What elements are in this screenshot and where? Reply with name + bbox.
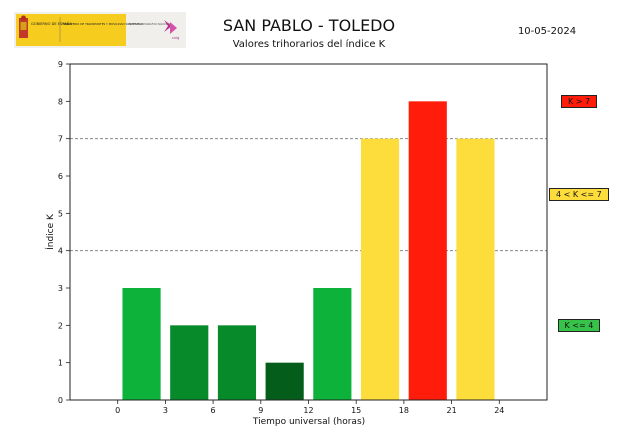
y-tick-label: 5 bbox=[58, 209, 63, 218]
chart-title: SAN PABLO - TOLEDO bbox=[223, 16, 395, 35]
x-axis-label: Tiempo universal (horas) bbox=[252, 417, 365, 427]
x-tick-label: 18 bbox=[399, 406, 409, 415]
chart-subtitle: Valores trihorarios del índice K bbox=[233, 38, 386, 50]
y-tick-label: 1 bbox=[58, 359, 63, 368]
x-tick-label: 3 bbox=[163, 406, 168, 415]
bar bbox=[122, 288, 161, 400]
y-axis-label: Índice K bbox=[44, 213, 56, 250]
cnig-logo-icon bbox=[164, 20, 177, 34]
bar bbox=[360, 138, 400, 400]
y-tick-label: 0 bbox=[58, 396, 63, 405]
bar bbox=[408, 101, 447, 400]
y-tick-label: 9 bbox=[58, 60, 63, 69]
x-tick-label: 9 bbox=[258, 406, 263, 415]
x-tick-label: 15 bbox=[351, 406, 361, 415]
bar bbox=[170, 325, 209, 400]
y-tick-label: 7 bbox=[58, 135, 63, 144]
bar bbox=[456, 138, 495, 400]
x-tick-label: 21 bbox=[447, 406, 457, 415]
bar bbox=[265, 362, 304, 400]
logo-text-ministerio: MINISTERIO DE TRANSPORTES Y MOVILIDAD SO… bbox=[63, 22, 143, 26]
header-logos: GOBIERNO DE ESPAÑA MINISTERIO DE TRANSPO… bbox=[14, 12, 186, 48]
legend-item: K <= 4 bbox=[557, 318, 601, 332]
logo-text-cnig: cnig bbox=[172, 36, 179, 40]
coat-of-arms-icon bbox=[19, 15, 28, 38]
y-tick-label: 6 bbox=[58, 172, 63, 181]
legend-item: K > 7 bbox=[561, 94, 598, 108]
x-tick-label: 0 bbox=[115, 406, 120, 415]
y-tick-label: 4 bbox=[58, 247, 63, 256]
x-tick-label: 6 bbox=[211, 406, 216, 415]
logo-text-ign: INSTITUTO GEOGRÁFICO NACIONAL bbox=[128, 23, 171, 26]
legend-item: 4 < K <= 7 bbox=[549, 188, 609, 202]
x-tick-label: 24 bbox=[494, 406, 504, 415]
bar bbox=[313, 288, 352, 400]
bar bbox=[217, 325, 257, 400]
date-label: 10-05-2024 bbox=[518, 26, 576, 37]
y-tick-label: 2 bbox=[58, 321, 63, 330]
x-tick-label: 12 bbox=[303, 406, 313, 415]
logo-text-gobierno: GOBIERNO DE ESPAÑA bbox=[31, 21, 72, 26]
y-tick-label: 3 bbox=[58, 284, 63, 293]
y-tick-label: 8 bbox=[58, 97, 63, 106]
